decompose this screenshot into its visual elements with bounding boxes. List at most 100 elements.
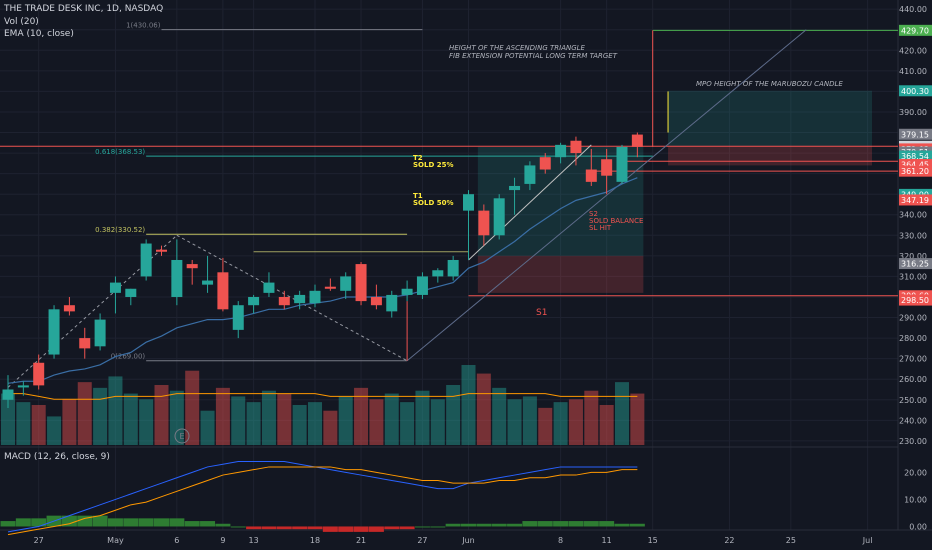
macd-histogram-bar xyxy=(292,526,308,530)
price-tick-label: 390.00 xyxy=(899,108,927,117)
price-badge-label: 361.20 xyxy=(901,167,929,176)
candle-body xyxy=(263,282,275,293)
target-zone xyxy=(668,90,872,147)
time-tick-label: 25 xyxy=(786,536,796,545)
candle xyxy=(79,327,91,359)
candle xyxy=(631,132,643,158)
candle xyxy=(386,290,398,318)
macd-histogram-bar xyxy=(307,526,323,530)
candle-body xyxy=(631,134,643,147)
macd-histogram-bar xyxy=(338,526,354,532)
ema-legend: EMA (10, close) xyxy=(4,29,74,39)
volume-bar xyxy=(615,382,629,445)
macd-histogram-bar xyxy=(629,523,645,527)
macd-histogram-bar xyxy=(461,523,476,527)
volume-bar xyxy=(93,387,108,445)
volume-bar xyxy=(16,402,31,445)
volume-bar xyxy=(31,405,46,445)
macd-tick-label: 0.00 xyxy=(909,522,927,531)
time-tick-label: 27 xyxy=(34,536,44,545)
time-tick-label: 9 xyxy=(220,536,225,545)
chart-title: THE TRADE DESK INC, 1D, NASDAQ xyxy=(4,4,164,14)
candle-body xyxy=(17,385,29,388)
candle xyxy=(370,284,382,310)
volume-bar xyxy=(1,393,15,445)
macd-histogram-bar xyxy=(430,526,446,528)
time-tick-label: 15 xyxy=(648,536,658,545)
macd-line xyxy=(7,461,638,533)
volume-bar xyxy=(584,390,599,445)
price-tick-label: 260.00 xyxy=(899,375,927,384)
candle xyxy=(94,313,106,351)
candle-body xyxy=(447,259,459,277)
time-tick-label: 22 xyxy=(724,536,734,545)
volume-bar xyxy=(308,402,322,445)
time-tick-label: Jul xyxy=(862,536,873,545)
volume-bar xyxy=(492,387,507,445)
price-badge xyxy=(899,150,932,162)
candle-body xyxy=(355,264,367,302)
candle xyxy=(447,255,459,281)
volume-bar xyxy=(400,402,415,445)
macd-histogram-bar xyxy=(138,518,154,527)
price-badge-label: 368.54 xyxy=(901,152,929,161)
price-badge-label: 298.50 xyxy=(901,296,929,305)
fib-label: 0.382(330.52) xyxy=(95,226,145,234)
price-tick-label: 290.00 xyxy=(899,314,927,323)
candle-body xyxy=(171,259,183,297)
volume-bar xyxy=(200,410,215,445)
time-tick-label: May xyxy=(107,536,124,545)
macd-histogram-bar xyxy=(246,526,262,530)
candle xyxy=(109,276,121,314)
price-badge xyxy=(899,165,932,177)
candle xyxy=(493,194,505,240)
candle-body xyxy=(248,296,260,306)
candle xyxy=(524,161,536,191)
fib-label: 0.618(368.53) xyxy=(95,148,145,156)
candle xyxy=(263,272,275,297)
macd-histogram-bar xyxy=(399,526,415,530)
volume-bar xyxy=(323,410,338,445)
earnings-marker-label: E xyxy=(179,432,184,441)
volume-bar xyxy=(185,370,200,445)
candle-body xyxy=(370,296,382,306)
volume-bar xyxy=(139,399,154,445)
level-lines xyxy=(0,29,898,297)
candle-body xyxy=(94,319,106,347)
price-axis: 230.00 240.00 250.00 260.00 270.00 280.00 290.… xyxy=(899,5,932,446)
macd-histogram-bar xyxy=(92,515,108,527)
price-tick-label: 330.00 xyxy=(899,231,927,240)
time-tick-label: 18 xyxy=(310,536,320,545)
candle xyxy=(202,255,214,293)
fib-label: 1(430.06) xyxy=(126,22,161,30)
macd-histogram-bar xyxy=(230,526,246,528)
trend-line xyxy=(406,29,807,362)
volume-bar xyxy=(123,393,138,445)
price-tick-label: 230.00 xyxy=(899,437,927,446)
macd-histogram-bar xyxy=(322,526,338,532)
ema-line xyxy=(7,177,638,384)
macd-histogram-bar xyxy=(414,526,430,528)
candle-body xyxy=(539,157,551,170)
candle-body xyxy=(340,276,352,291)
candle xyxy=(355,262,367,306)
macd-histogram-bar xyxy=(31,518,47,527)
volume-bar xyxy=(461,365,476,445)
macd-histogram-bar xyxy=(0,521,16,527)
candle xyxy=(509,177,521,215)
candle xyxy=(248,294,260,314)
macd-tick-label: 10.00 xyxy=(904,495,927,504)
stop-zone xyxy=(668,146,872,166)
annotation-text: HEIGHT OF THE ASCENDING TRIANGLE xyxy=(449,44,586,52)
candle-body xyxy=(186,264,198,269)
volume-bar xyxy=(47,416,62,445)
candle-body xyxy=(524,165,536,184)
candle-body xyxy=(48,309,60,355)
candle-body xyxy=(416,276,428,295)
candle-body xyxy=(555,144,567,158)
annotation-text: T2 xyxy=(413,154,423,162)
time-tick-label: 8 xyxy=(558,536,563,545)
